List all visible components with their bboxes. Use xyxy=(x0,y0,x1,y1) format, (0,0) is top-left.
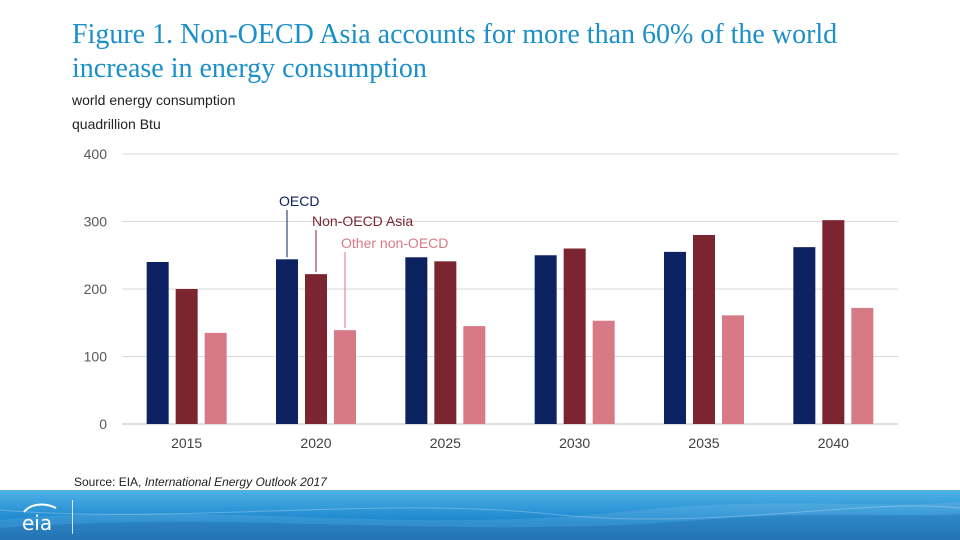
logo-divider xyxy=(72,500,73,534)
bar-other-non-oecd xyxy=(204,332,227,424)
bar-oecd xyxy=(664,251,686,424)
x-tick-label: 2035 xyxy=(688,435,719,451)
bar-non-oecd-asia xyxy=(305,274,327,424)
bar-other-non-oecd xyxy=(851,307,874,424)
bar-oecd xyxy=(405,257,428,424)
footer-band xyxy=(0,490,960,540)
unit-label: quadrillion Btu xyxy=(72,116,161,132)
bar-non-oecd-asia xyxy=(822,220,845,424)
y-tick-label: 200 xyxy=(84,281,108,297)
y-tick-label: 400 xyxy=(84,146,108,162)
y-tick-label: 300 xyxy=(84,214,108,230)
bar-other-non-oecd xyxy=(592,320,615,424)
bar-non-oecd-asia xyxy=(175,289,198,424)
x-tick-label: 2030 xyxy=(559,435,590,451)
bar-other-non-oecd xyxy=(463,326,486,424)
footer-wave-decoration xyxy=(0,502,960,540)
bar-oecd xyxy=(276,259,298,424)
logo-text: eia xyxy=(22,511,52,534)
series-label: Other non-OECD xyxy=(341,235,448,251)
bar-non-oecd-asia xyxy=(693,235,715,424)
source-publication: International Energy Outlook 2017 xyxy=(144,475,327,489)
series-label: Non-OECD Asia xyxy=(312,213,413,229)
bar-non-oecd-asia xyxy=(563,248,586,424)
y-tick-label: 0 xyxy=(99,416,107,432)
source-note: Source: EIA, International Energy Outloo… xyxy=(74,475,327,489)
bar-other-non-oecd xyxy=(334,330,356,424)
x-tick-label: 2015 xyxy=(171,435,202,451)
x-tick-label: 2040 xyxy=(818,435,849,451)
x-tick-label: 2025 xyxy=(430,435,461,451)
bar-oecd xyxy=(146,262,169,424)
chart-subtitle: world energy consumption xyxy=(72,92,236,108)
bar-oecd xyxy=(534,255,557,424)
bar-oecd xyxy=(793,247,816,424)
x-tick-label: 2020 xyxy=(300,435,331,451)
y-tick-label: 100 xyxy=(84,349,108,365)
series-label: OECD xyxy=(279,193,319,209)
chart-title: Figure 1. Non-OECD Asia accounts for mor… xyxy=(72,19,838,84)
eia-logo[interactable]: eia xyxy=(18,500,66,534)
bar-chart: 0 100 200 300 400 2015 2020 2025 2030 2035 2040 OEC… xyxy=(84,146,898,451)
bar-other-non-oecd xyxy=(722,315,744,424)
source-prefix: Source: EIA, xyxy=(74,475,145,489)
bar-non-oecd-asia xyxy=(434,261,457,424)
